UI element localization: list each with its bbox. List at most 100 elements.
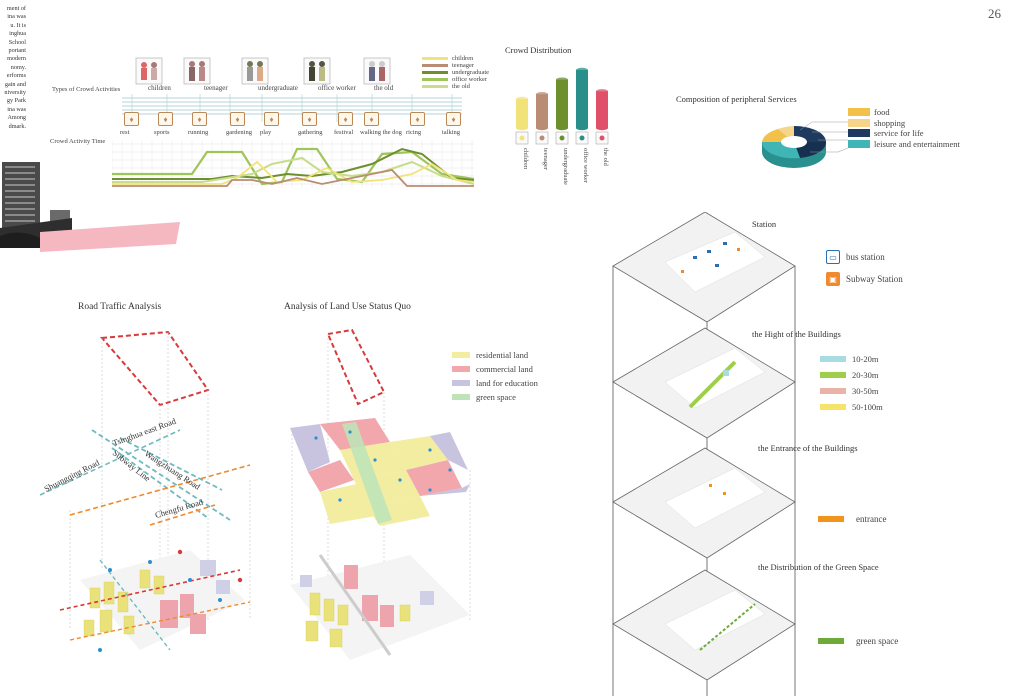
pink-accent-stripe — [40, 214, 180, 254]
services-title: Composition of peripheral Services — [676, 94, 797, 104]
activity-icon: ♦ — [446, 112, 461, 126]
activity-legend-item: undergraduate — [422, 69, 489, 76]
legend-label: shopping — [874, 117, 906, 128]
height-legend: 10-20m 20-30m 30-50m 50-100m — [820, 351, 883, 415]
legend-label: 50-100m — [852, 402, 883, 412]
green-legend: green space — [818, 634, 898, 648]
legend-swatch — [848, 118, 870, 127]
crowd-type-label: children — [148, 84, 171, 92]
land-legend-item: green space — [452, 390, 538, 404]
side-text-line: gain and — [4, 80, 26, 88]
side-text-line: nomy. — [10, 63, 26, 71]
legend-label: green space — [476, 392, 516, 402]
activity-label: ricing — [406, 129, 422, 136]
side-text-line: gy Park — [6, 97, 26, 105]
distribution-bar-label: the old — [602, 148, 609, 167]
subway-station-label: Subway Station — [846, 274, 903, 284]
legend-label: 10-20m — [852, 354, 879, 364]
legend-swatch — [422, 64, 448, 67]
services-legend-item: food — [848, 107, 960, 118]
legend-label: residential land — [476, 350, 529, 360]
legend-label: 30-50m — [852, 386, 879, 396]
legend-swatch — [848, 108, 870, 117]
crowd-type-label: the old — [374, 84, 394, 92]
activity-label: rest — [120, 129, 130, 136]
road-label-shuangqing: Shuangqing Road — [42, 457, 101, 494]
land-use-legend: residential land commercial land land for … — [452, 348, 538, 404]
legend-swatch — [848, 129, 870, 138]
land-legend-item: commercial land — [452, 362, 538, 376]
distribution-bar-label: undergraduate — [562, 148, 569, 185]
road-traffic-diagram: Tsinghua east Road Wangzhuang Road Shuan… — [39, 320, 270, 670]
activity-icon: ♦ — [192, 112, 207, 126]
entrance-label: entrance — [856, 514, 887, 524]
layer-green-plate — [612, 569, 796, 681]
activity-icon: ♦ — [410, 112, 425, 126]
activity-time-chart — [111, 134, 475, 190]
activity-label: talking — [442, 129, 461, 136]
height-legend-item: 10-20m — [820, 351, 883, 367]
distribution-bar-label: office worker — [582, 148, 589, 184]
side-text-line: portant — [8, 47, 26, 55]
side-text-line: dmark. — [8, 122, 26, 130]
legend-swatch — [452, 366, 470, 372]
legend-label: teenager — [452, 62, 475, 69]
land-use-base-map — [290, 554, 470, 660]
side-text-line: u. It is — [10, 21, 26, 29]
office-worker-icon — [303, 57, 331, 85]
station-legend: ▭ bus station ▣ Subway Station — [826, 246, 903, 290]
legend-swatch — [422, 57, 448, 60]
side-text-line: ina was — [7, 105, 26, 113]
activity-label: sports — [154, 129, 170, 136]
activity-legend-item: teenager — [422, 62, 489, 69]
crowd-type-label: undergraduate — [258, 84, 298, 92]
road-traffic-title: Road Traffic Analysis — [78, 302, 162, 312]
side-text-line: School — [8, 38, 26, 46]
legend-label: office worker — [452, 76, 488, 83]
distribution-bar: the old — [595, 89, 609, 167]
side-text-line: ina was — [7, 13, 26, 21]
side-text-line: modern — [7, 55, 26, 63]
subway-icon: ▣ — [826, 272, 840, 286]
layer-station-plate — [612, 211, 796, 323]
crowd-type-icons — [135, 57, 391, 85]
legend-label: children — [452, 55, 474, 62]
legend-swatch — [848, 139, 870, 148]
services-legend: food shopping service for life leisure and … — [848, 107, 960, 149]
legend-swatch — [452, 394, 470, 400]
activity-label: walking the dog — [360, 129, 402, 136]
legend-label: commercial land — [476, 364, 533, 374]
activity-label: festival — [334, 129, 354, 136]
green-swatch — [818, 638, 844, 644]
height-legend-item: 30-50m — [820, 383, 883, 399]
side-text-line: inghua — [9, 30, 26, 38]
legend-label: food — [874, 107, 890, 118]
layer-stack — [605, 211, 805, 696]
activity-label: gathering — [298, 129, 323, 136]
services-legend-item: leisure and entertainment — [848, 139, 960, 150]
types-label: Types of Crowd Activities — [52, 86, 121, 93]
road-label-wangzhuang: Wangzhuang Road — [143, 448, 203, 492]
height-title: the Hight of the Buildings — [752, 329, 841, 339]
legend-swatch — [422, 71, 448, 74]
legend-swatch — [820, 388, 846, 394]
height-legend-item: 20-30m — [820, 367, 883, 383]
side-text-column: ment of ina was u. It is inghua School portan… — [0, 5, 26, 131]
activity-legend-item: the old — [422, 83, 489, 90]
undergraduate-icon — [241, 57, 269, 85]
legend-label: leisure and entertainment — [874, 138, 960, 149]
legend-swatch — [422, 85, 448, 88]
legend-label: undergraduate — [452, 69, 490, 76]
station-title: Station — [752, 219, 777, 229]
bus-icon: ▭ — [826, 250, 840, 264]
entrance-swatch — [818, 516, 844, 522]
land-legend-item: land for education — [452, 376, 538, 390]
crowd-distribution-chart: children teenager undergraduate office work… — [510, 60, 620, 190]
bus-station-label: bus station — [846, 252, 885, 262]
crowd-type-label: teenager — [204, 84, 228, 92]
entrance-title: the Entrance of the Buildings — [758, 443, 858, 453]
side-text-line: Among — [7, 114, 26, 122]
activity-connectors — [112, 94, 472, 124]
legend-swatch — [820, 372, 846, 378]
legend-swatch — [422, 78, 448, 81]
